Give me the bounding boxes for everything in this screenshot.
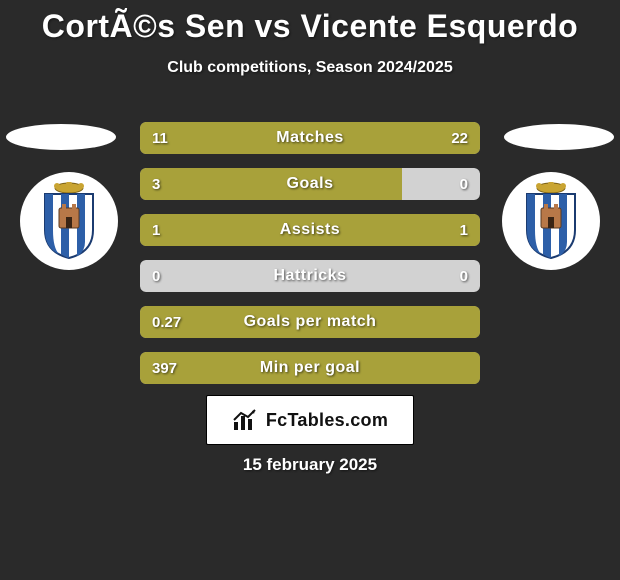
stat-row: Min per goal397: [140, 352, 480, 384]
stat-value-right: 22: [439, 122, 480, 154]
branding-text: FcTables.com: [266, 410, 388, 431]
stat-label: Assists: [140, 214, 480, 246]
stat-value-left: 3: [140, 168, 172, 200]
stat-value-left: 0.27: [140, 306, 193, 338]
subtitle: Club competitions, Season 2024/2025: [0, 59, 620, 77]
stat-value-left: 11: [140, 122, 180, 154]
stat-row: Goals per match0.27: [140, 306, 480, 338]
stat-row: Matches11 22: [140, 122, 480, 154]
stat-row: Hattricks0 0: [140, 260, 480, 292]
stat-row: Assists1 1: [140, 214, 480, 246]
stat-value-left: 0: [140, 260, 172, 292]
stat-label: Min per goal: [140, 352, 480, 384]
player-ellipse-right: [504, 124, 614, 150]
stat-label: Matches: [140, 122, 480, 154]
date-label: 15 february 2025: [0, 455, 620, 475]
stat-value-right: 0: [448, 168, 480, 200]
stat-label: Hattricks: [140, 260, 480, 292]
shield-icon: [521, 182, 581, 260]
stat-label: Goals: [140, 168, 480, 200]
shield-icon: [39, 182, 99, 260]
stat-value-right: 1: [448, 214, 480, 246]
stat-value-right: 0: [448, 260, 480, 292]
club-crest-left: [20, 172, 118, 270]
stat-value-left: 1: [140, 214, 172, 246]
chart-icon: [232, 408, 260, 432]
branding-badge: FcTables.com: [206, 395, 414, 445]
stat-value-left: 397: [140, 352, 189, 384]
stat-row: Goals3 0: [140, 168, 480, 200]
club-crest-right: [502, 172, 600, 270]
page-title: CortÃ©s Sen vs Vicente Esquerdo: [0, 0, 620, 45]
player-ellipse-left: [6, 124, 116, 150]
stats-bars: Matches1122Goals30Assists11Hattricks00Go…: [140, 122, 480, 398]
